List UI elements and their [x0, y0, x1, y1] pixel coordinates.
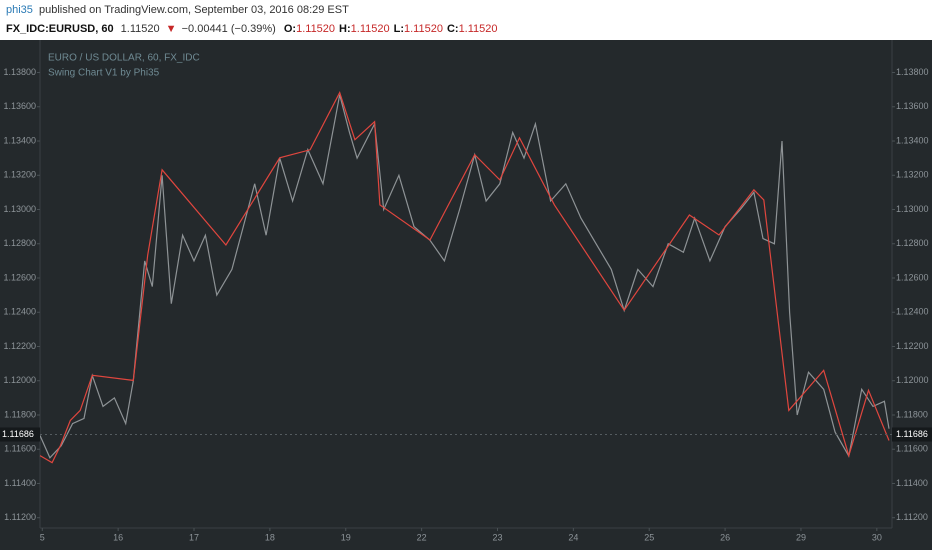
- ohlc-value: 1.11520: [459, 23, 498, 35]
- x-tick-label: 5: [40, 532, 45, 542]
- x-tick-label: 25: [644, 532, 654, 542]
- y-tick-label: 1.13800: [896, 67, 929, 77]
- ohlc-label: H:: [339, 23, 351, 35]
- y-tick-label: 1.11200: [4, 512, 36, 522]
- x-tick-label: 30: [872, 532, 882, 542]
- price: 1.11520: [121, 23, 160, 35]
- y-tick-label: 1.12000: [896, 375, 929, 385]
- y-tick-label: 1.13600: [896, 101, 929, 111]
- y-tick-label: 1.11200: [896, 512, 928, 522]
- ohlc-value: 1.11520: [404, 23, 443, 35]
- author[interactable]: phi35: [6, 4, 33, 16]
- y-tick-label: 1.13400: [3, 135, 36, 145]
- y-tick-label: 1.13600: [3, 101, 36, 111]
- x-tick-label: 26: [720, 532, 730, 542]
- quote-line: FX_IDC:EURUSD, 60 1.11520 ▼ −0.00441 (−0…: [6, 23, 498, 35]
- y-tick-label: 1.11600: [4, 444, 36, 454]
- arrow: ▼: [166, 23, 177, 35]
- x-tick-label: 29: [796, 532, 806, 542]
- y-tick-label: 1.13200: [3, 170, 36, 180]
- ohlc-label: L:: [394, 23, 404, 35]
- y-tick-label: 1.12000: [3, 375, 36, 385]
- chart-subtitle: Swing Chart V1 by Phi35: [48, 68, 160, 79]
- published: published on TradingView.com, September …: [39, 4, 349, 16]
- series-line: [39, 91, 890, 464]
- y-tick-label: 1.12800: [896, 238, 929, 248]
- ohlc-value: 1.11520: [296, 23, 335, 35]
- y-tick-label: 1.11400: [4, 478, 36, 488]
- last-price-box: [0, 427, 40, 442]
- plot: [39, 91, 890, 464]
- chart-title: EURO / US DOLLAR, 60, FX_IDC: [48, 53, 200, 64]
- x-tick-label: 22: [417, 532, 427, 542]
- x-tick-label: 18: [265, 532, 275, 542]
- chart-bg: [0, 40, 932, 550]
- x-tick-label: 19: [341, 532, 351, 542]
- y-tick-label: 1.13000: [896, 204, 929, 214]
- x-tick-label: 24: [568, 532, 578, 542]
- y-tick-label: 1.11800: [4, 409, 36, 419]
- x-tick-label: 23: [492, 532, 502, 542]
- last-price-label: 1.11686: [896, 429, 928, 439]
- y-tick-label: 1.13400: [896, 135, 929, 145]
- y-tick-label: 1.13200: [896, 170, 929, 180]
- y-tick-label: 1.11800: [896, 409, 928, 419]
- y-tick-label: 1.11400: [896, 478, 928, 488]
- y-tick-label: 1.12600: [3, 272, 36, 282]
- y-tick-label: 1.12200: [896, 341, 929, 351]
- ohlc-value: 1.11520: [351, 23, 390, 35]
- ohlc-label: O:: [284, 23, 296, 35]
- y-tick-label: 1.12200: [3, 341, 36, 351]
- y-tick-label: 1.13000: [3, 204, 36, 214]
- x-tick-label: 17: [189, 532, 199, 542]
- y-tick-label: 1.13800: [3, 67, 36, 77]
- y-tick-label: 1.12800: [3, 238, 36, 248]
- last-price-label: 1.11686: [2, 429, 34, 439]
- header-bg: [0, 0, 932, 40]
- y-tick-label: 1.12600: [896, 272, 929, 282]
- ohlc-label: C:: [447, 23, 459, 35]
- ohlc: O:1.11520 H:1.11520 L:1.11520 C:1.11520: [284, 23, 498, 35]
- x-tick-label: 16: [113, 532, 123, 542]
- y-tick-label: 1.12400: [3, 307, 36, 317]
- y-tick-label: 1.12400: [896, 307, 929, 317]
- change: −0.00441 (−0.39%): [182, 23, 276, 35]
- symbol: FX_IDC:EURUSD, 60: [6, 23, 114, 35]
- last-price-box: [892, 427, 932, 442]
- y-tick-label: 1.11600: [896, 444, 928, 454]
- header-line: phi35 published on TradingView.com, Sept…: [6, 4, 349, 16]
